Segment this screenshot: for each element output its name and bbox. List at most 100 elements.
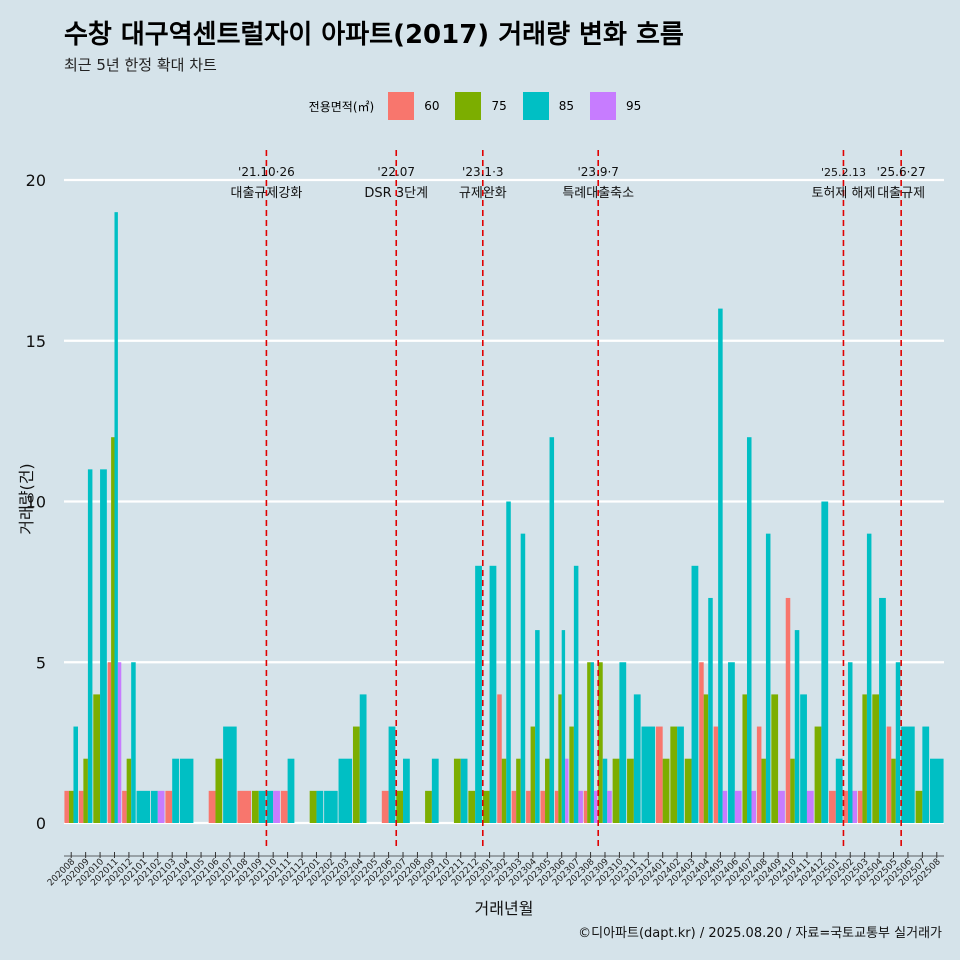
bar-75-202308: [587, 662, 591, 823]
bar-85-202404: [708, 597, 713, 823]
bar-85-202503: [866, 533, 872, 823]
legend-item-75: 75: [455, 92, 507, 120]
bar-85-202009: [87, 469, 93, 823]
bar-85-202408: [765, 533, 771, 823]
bar-75-202402: [670, 726, 678, 823]
bar-75-202504: [872, 694, 880, 823]
bar-60-202503: [857, 790, 863, 823]
bar-85-202504: [879, 597, 886, 823]
bar-85-202308: [590, 662, 594, 823]
bar-85-202212: [475, 565, 482, 823]
bar-85-202206: [388, 726, 396, 823]
bar-85-202304: [535, 630, 540, 823]
bar-60-202308: [583, 790, 588, 823]
bar-85-202101: [136, 790, 151, 823]
legend-label: 75: [491, 99, 507, 113]
bar-85-202403: [691, 565, 699, 823]
bar-85-202311: [633, 694, 641, 823]
bar-85-202012: [131, 662, 136, 823]
bar-60-202303: [511, 790, 517, 823]
bar-75-202302: [501, 758, 507, 823]
bar-85-202111: [287, 758, 295, 823]
event-label: DSR 3단계: [364, 186, 428, 201]
y-tick-label: 0: [36, 814, 46, 833]
bar-60-202302: [497, 694, 502, 823]
bar-75-202212: [468, 790, 476, 823]
bar-85-202211: [460, 758, 468, 823]
bar-60-202008: [64, 790, 69, 823]
bar-75-202008: [68, 790, 74, 823]
bar-85-202302: [506, 501, 511, 823]
bar-75-202011: [111, 437, 115, 823]
bar-60-202401: [655, 726, 663, 823]
bar-75-202204: [352, 726, 360, 823]
bar-75-202408: [761, 758, 766, 823]
bar-85-202104: [179, 758, 194, 823]
bar-60-202505: [886, 726, 892, 823]
bar-95-202011: [117, 662, 122, 823]
bar-60-202111: [280, 790, 288, 823]
chart-legend: 전용면적(㎡) 60 75 85 95: [0, 92, 960, 120]
bar-75-202404: [703, 694, 709, 823]
bar-75-202505: [891, 758, 896, 823]
bar-75-202407: [742, 694, 747, 823]
bar-85-202307: [573, 565, 579, 823]
bar-75-202309: [598, 662, 603, 823]
bar-75-202401: [662, 758, 670, 823]
legend-swatch: [522, 92, 549, 120]
bar-85-202008: [73, 726, 78, 823]
bar-95-202102: [157, 790, 165, 823]
bar-85-202303: [520, 533, 526, 823]
bar-75-202403: [684, 758, 692, 823]
bar-85-202207: [403, 758, 410, 823]
bar-95-202406: [734, 790, 742, 823]
bar-60-202405: [713, 726, 719, 823]
bar-75-202311: [627, 758, 634, 823]
bar-85-202411: [800, 694, 807, 823]
bar-85-202505: [895, 662, 901, 823]
bar-75-202310: [612, 758, 620, 823]
bar-85-202312: [641, 726, 656, 823]
bar-75-202106: [215, 758, 223, 823]
bar-85-202405: [718, 308, 723, 824]
bar-85-202412: [821, 501, 829, 823]
legend-swatch: [455, 92, 482, 120]
bar-75-202305: [545, 758, 550, 823]
legend-item-60: 60: [388, 92, 439, 120]
chart-caption: ©디아파트(dapt.kr) / 2025.08.20 / 자료=국토교통부 실…: [578, 926, 942, 941]
bar-95-202309: [607, 790, 612, 823]
bar-75-202012: [126, 758, 132, 823]
bar-85-202204: [359, 694, 367, 823]
legend-item-95: 95: [590, 92, 641, 120]
bar-85-202410: [794, 630, 800, 823]
bar-75-202301: [482, 790, 490, 823]
y-tick-label: 20: [26, 171, 46, 190]
y-axis-title: 거래량(건): [17, 463, 36, 534]
chart-subtitle: 최근 5년 한정 확대 차트: [64, 56, 217, 74]
bar-85-202201: [316, 790, 324, 823]
bar-60-202404: [699, 662, 704, 823]
bar-85-202209: [431, 758, 439, 823]
bar-75-202503: [862, 694, 867, 823]
bar-85-202508: [930, 758, 944, 823]
legend-swatch: [590, 92, 617, 120]
bar-60-202304: [526, 790, 531, 823]
bar-95-202306: [565, 758, 569, 823]
event-date: '25.6·27: [877, 165, 926, 179]
chart-title: 수창 대구역센트럴자이 아파트(2017) 거래량 변화 흐름: [64, 20, 684, 50]
bar-60-202009: [78, 790, 84, 823]
event-label: 토허제 해제: [811, 186, 875, 201]
bar-75-202307: [569, 726, 574, 823]
bar-85-202306: [561, 630, 566, 823]
bar-85-202406: [728, 662, 735, 823]
bar-75-202009: [83, 758, 88, 823]
bar-60-202011: [107, 662, 112, 823]
event-date: '25.2.13: [821, 166, 866, 179]
event-label: 규제완화: [459, 186, 507, 201]
bar-95-202409: [778, 790, 785, 823]
bar-85-202103: [172, 758, 179, 823]
bar-85-202507: [922, 726, 930, 823]
bar-75-202209: [425, 790, 432, 823]
bar-85-202305: [549, 437, 555, 823]
bar-75-202412: [814, 726, 822, 823]
